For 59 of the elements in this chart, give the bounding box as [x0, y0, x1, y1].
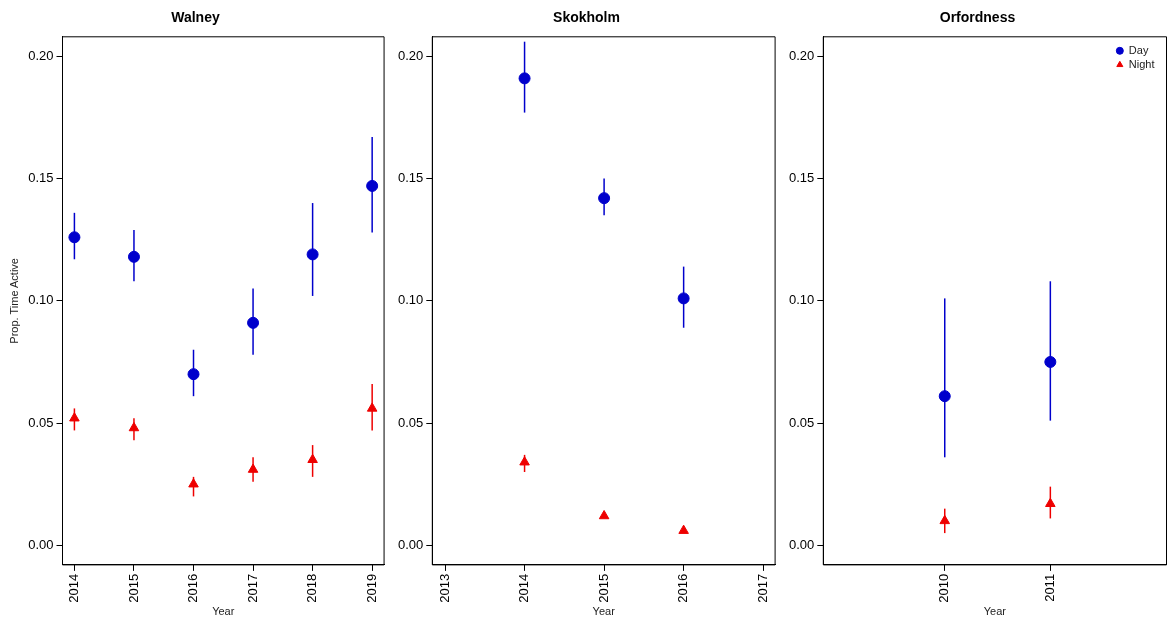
chart-title: Skokholm: [553, 9, 620, 26]
x-tick-label: 2014: [516, 573, 532, 603]
x-tick-label: 2019: [363, 573, 379, 603]
y-tick-label: 0.00: [788, 536, 815, 552]
y-axis-title: Prop. Time Active: [7, 258, 20, 344]
y-tick-label: 0.05: [788, 414, 815, 430]
point: [128, 421, 140, 432]
y-tick-label: 0.10: [788, 292, 815, 308]
x-tick-label: 2017: [754, 573, 770, 603]
point: [678, 524, 689, 534]
point: [598, 192, 611, 205]
y-tick-label: 0.20: [788, 47, 815, 63]
point: [519, 456, 530, 466]
legend-label: Day: [1128, 43, 1149, 56]
x-axis-title: Year: [983, 605, 1007, 618]
y-tick-label: 0.05: [28, 414, 54, 430]
point: [69, 412, 80, 422]
point: [1045, 497, 1056, 508]
x-tick-label: 2011: [1041, 573, 1057, 602]
y-tick-label: 0.00: [397, 536, 424, 552]
x-tick-label: 2016: [675, 573, 691, 603]
x-tick-label: 2017: [244, 573, 260, 603]
legend-label: Night: [1128, 57, 1155, 70]
x-axis-title: Year: [592, 605, 616, 618]
y-tick-label: 0.15: [397, 170, 424, 186]
point: [366, 179, 379, 192]
point: [677, 292, 690, 305]
point: [307, 453, 318, 463]
x-axis-title: Year: [212, 605, 235, 618]
y-tick-label: 0.15: [788, 170, 815, 186]
x-tick-label: 2014: [65, 573, 81, 603]
point: [127, 250, 140, 263]
x-tick-label: 2010: [936, 573, 952, 603]
point: [598, 509, 610, 520]
y-tick-label: 0.10: [397, 292, 424, 308]
point: [247, 316, 260, 329]
x-tick-label: 2018: [304, 573, 320, 603]
point: [188, 478, 199, 488]
point: [939, 514, 950, 525]
x-tick-label: 2015: [595, 573, 611, 603]
x-tick-label: 2015: [125, 573, 141, 603]
y-tick-label: 0.20: [397, 47, 424, 63]
y-tick-label: 0.20: [28, 47, 54, 63]
point: [187, 368, 200, 381]
chart-title: Walney: [171, 9, 220, 26]
chart-title: Orfordness: [939, 9, 1016, 26]
point: [518, 72, 531, 85]
point: [366, 402, 378, 412]
y-tick-label: 0.00: [28, 536, 54, 552]
y-tick-label: 0.10: [28, 292, 54, 308]
y-tick-label: 0.15: [28, 170, 54, 186]
point: [68, 231, 81, 244]
point: [306, 248, 319, 261]
x-tick-label: 2013: [436, 573, 452, 603]
point: [1044, 355, 1057, 368]
point: [938, 390, 951, 403]
point: [247, 463, 259, 473]
x-tick-label: 2016: [185, 573, 201, 603]
y-tick-label: 0.05: [397, 414, 424, 430]
